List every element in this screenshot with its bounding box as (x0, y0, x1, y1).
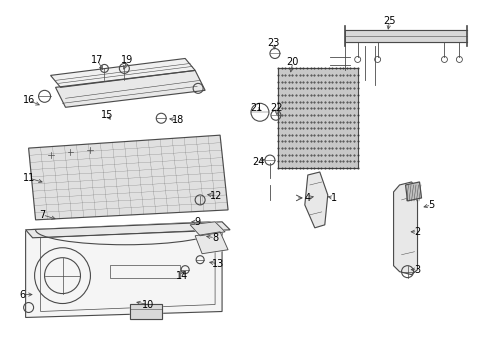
Text: 23: 23 (267, 37, 280, 48)
Text: 10: 10 (142, 300, 154, 310)
Polygon shape (304, 172, 327, 228)
Text: 6: 6 (20, 289, 26, 300)
Text: 2: 2 (413, 227, 420, 237)
Polygon shape (344, 30, 467, 41)
Polygon shape (29, 135, 227, 220)
Polygon shape (25, 222, 222, 318)
Text: 3: 3 (414, 265, 420, 275)
Text: 22: 22 (270, 103, 283, 113)
Polygon shape (195, 232, 227, 254)
Text: 7: 7 (40, 210, 45, 220)
Text: 9: 9 (194, 217, 200, 227)
Text: 18: 18 (172, 115, 184, 125)
Text: 5: 5 (427, 200, 434, 210)
Text: 20: 20 (286, 58, 299, 67)
Polygon shape (50, 58, 195, 87)
Text: 21: 21 (249, 103, 262, 113)
Polygon shape (56, 71, 204, 107)
Polygon shape (405, 182, 421, 201)
Text: 4: 4 (304, 193, 310, 203)
Text: 24: 24 (251, 157, 264, 167)
Polygon shape (25, 222, 229, 238)
Polygon shape (277, 68, 357, 168)
Text: 15: 15 (101, 110, 113, 120)
Text: 13: 13 (211, 259, 224, 269)
Text: 1: 1 (330, 193, 336, 203)
Text: 17: 17 (91, 55, 103, 66)
Text: 14: 14 (176, 271, 188, 281)
Text: 11: 11 (22, 173, 35, 183)
Text: 19: 19 (121, 55, 133, 66)
Polygon shape (393, 182, 417, 275)
Text: 16: 16 (22, 95, 35, 105)
Polygon shape (130, 303, 162, 319)
Polygon shape (190, 222, 224, 236)
Text: 12: 12 (209, 191, 222, 201)
Text: 25: 25 (383, 15, 395, 26)
Text: 8: 8 (212, 233, 218, 243)
